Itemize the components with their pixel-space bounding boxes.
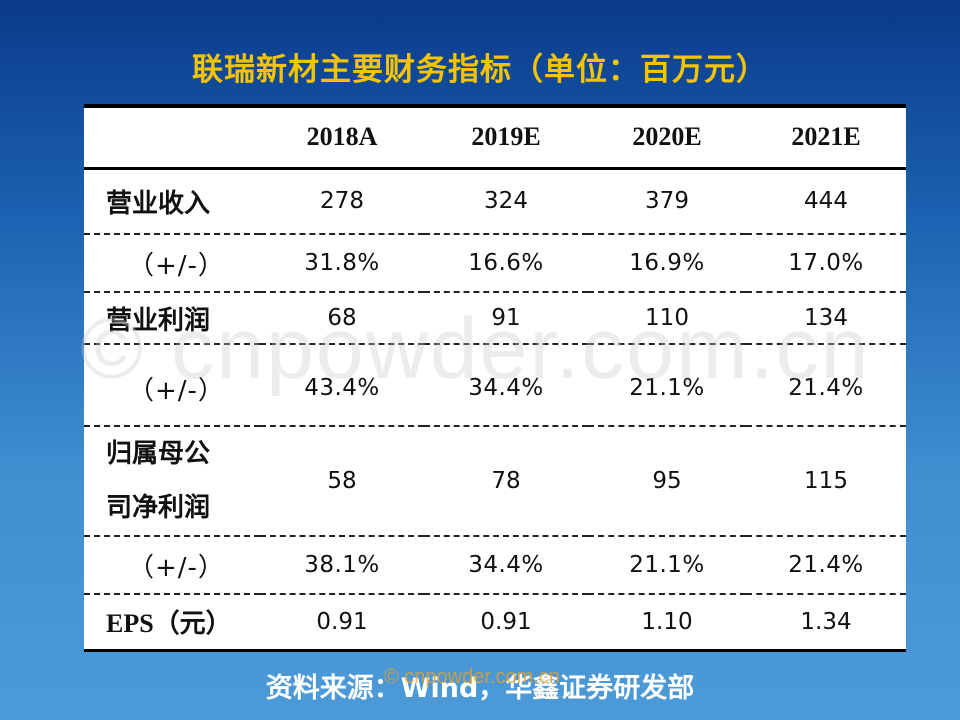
row-label: （+/-） bbox=[84, 536, 260, 595]
table-cell: 17.0% bbox=[746, 234, 906, 293]
table-cell: 0.91 bbox=[424, 594, 588, 652]
header-cell-2018A: 2018A bbox=[260, 104, 424, 170]
table-row-revenue-growth: （+/-） 31.8% 16.6% 16.9% 17.0% bbox=[84, 234, 906, 293]
table-cell: 21.1% bbox=[588, 536, 746, 595]
table-cell: 134 bbox=[746, 292, 906, 345]
table-cell: 444 bbox=[746, 168, 906, 235]
row-label-line-2: 司净利润 bbox=[106, 493, 211, 523]
table-cell: 31.8% bbox=[260, 234, 424, 293]
table-row-operating-profit: 营业利润 68 91 110 134 bbox=[84, 292, 906, 345]
table-cell: 110 bbox=[588, 292, 746, 345]
watermark-small: © cnpowder.com.cn bbox=[384, 666, 560, 688]
table-row-net-profit-growth: （+/-） 38.1% 34.4% 21.1% 21.4% bbox=[84, 536, 906, 595]
table-cell: 34.4% bbox=[424, 344, 588, 427]
row-label: 归属母公 司净利润 bbox=[84, 426, 260, 537]
table-cell: 21.4% bbox=[746, 344, 906, 427]
table-cell: 115 bbox=[746, 426, 906, 537]
table-cell: 21.1% bbox=[588, 344, 746, 427]
table-cell: 16.9% bbox=[588, 234, 746, 293]
row-label: （+/-） bbox=[84, 234, 260, 293]
table-row-revenue: 营业收入 278 324 379 444 bbox=[84, 168, 906, 235]
table-cell: 324 bbox=[424, 168, 588, 235]
table-cell: 91 bbox=[424, 292, 588, 345]
slide-title: 联瑞新材主要财务指标（单位：百万元） bbox=[192, 52, 768, 88]
table-cell: 0.91 bbox=[260, 594, 424, 652]
table-cell: 78 bbox=[424, 426, 588, 537]
table-cell: 21.4% bbox=[746, 536, 906, 595]
header-cell-2019E: 2019E bbox=[424, 104, 588, 170]
row-label: EPS（元） bbox=[84, 594, 260, 652]
row-label-line-1: 归属母公 bbox=[106, 439, 211, 469]
table-header-row: 2018A 2019E 2020E 2021E bbox=[84, 104, 906, 170]
table-cell: 68 bbox=[260, 292, 424, 345]
row-label: 营业收入 bbox=[84, 168, 260, 235]
header-cell-empty bbox=[84, 104, 260, 170]
row-label: 营业利润 bbox=[84, 292, 260, 345]
row-label: （+/-） bbox=[84, 344, 260, 427]
table-cell: 278 bbox=[260, 168, 424, 235]
table-cell: 58 bbox=[260, 426, 424, 537]
table-cell: 34.4% bbox=[424, 536, 588, 595]
financial-table-panel: 2018A 2019E 2020E 2021E 营业收入 278 324 379… bbox=[84, 104, 906, 652]
table-cell: 16.6% bbox=[424, 234, 588, 293]
header-cell-2021E: 2021E bbox=[746, 104, 906, 170]
table-cell: 1.34 bbox=[746, 594, 906, 652]
source-note: 资料来源：Wind，华鑫证券研发部 bbox=[265, 673, 695, 704]
table-cell: 1.10 bbox=[588, 594, 746, 652]
table-cell: 43.4% bbox=[260, 344, 424, 427]
financial-indicators-table: 2018A 2019E 2020E 2021E 营业收入 278 324 379… bbox=[84, 104, 906, 652]
table-cell: 379 bbox=[588, 168, 746, 235]
table-row-operating-profit-growth: （+/-） 43.4% 34.4% 21.1% 21.4% bbox=[84, 344, 906, 427]
header-cell-2020E: 2020E bbox=[588, 104, 746, 170]
table-cell: 95 bbox=[588, 426, 746, 537]
table-row-net-profit: 归属母公 司净利润 58 78 95 115 bbox=[84, 426, 906, 537]
table-row-eps: EPS（元） 0.91 0.91 1.10 1.34 bbox=[84, 594, 906, 652]
watermark: © cnpowder.com.cn bbox=[80, 301, 871, 397]
table-cell: 38.1% bbox=[260, 536, 424, 595]
